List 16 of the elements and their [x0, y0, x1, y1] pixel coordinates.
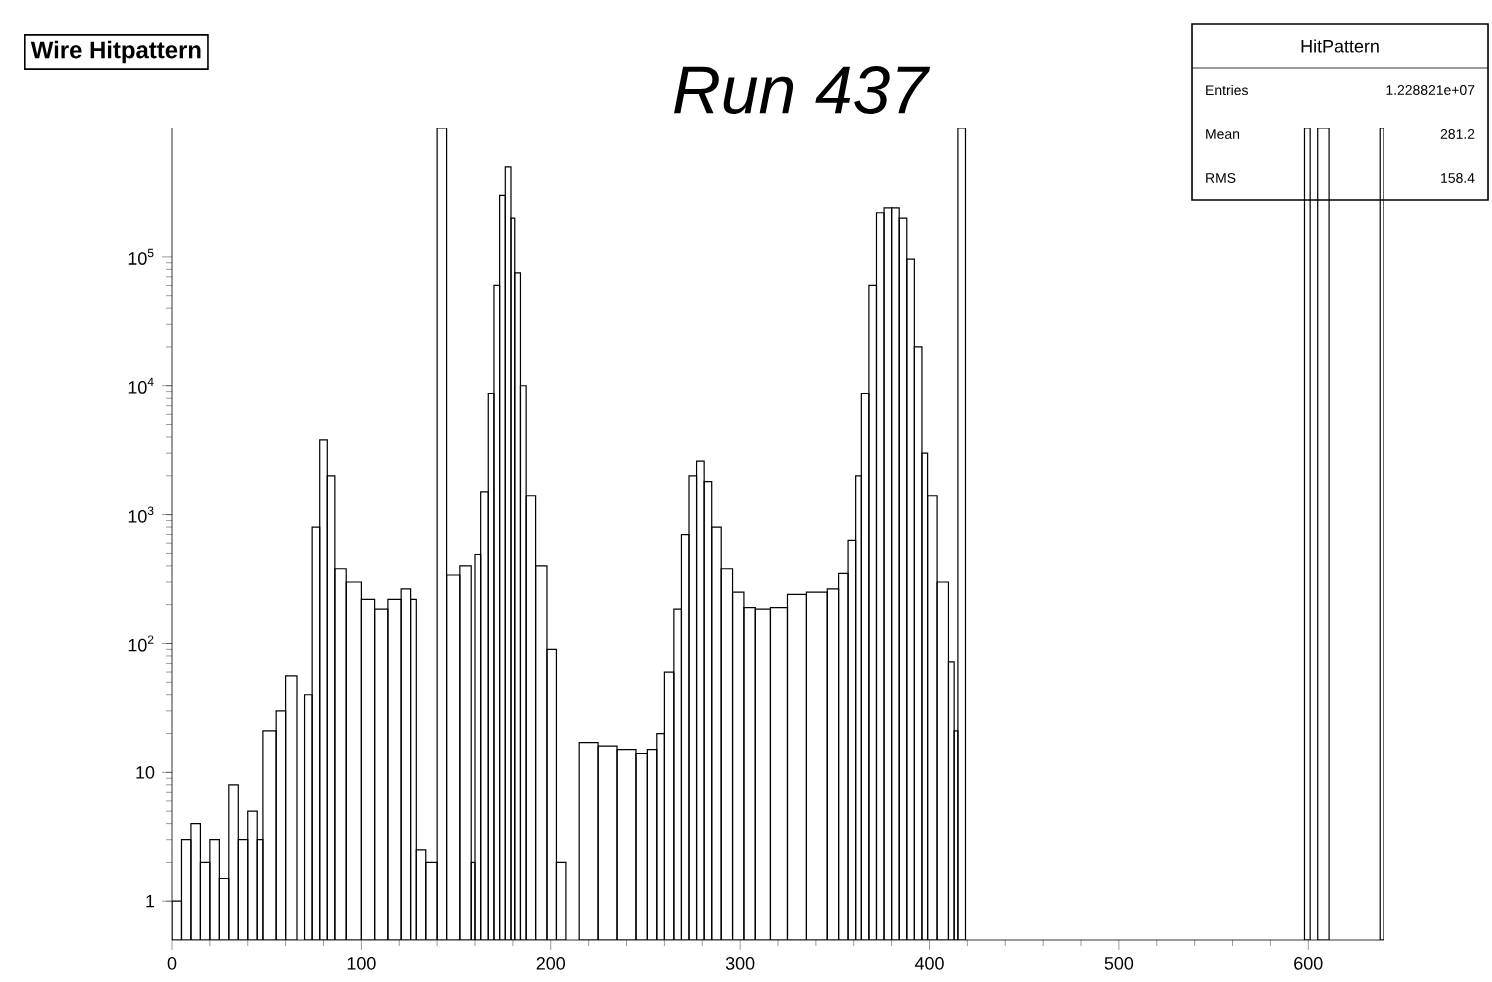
text: HitPattern: [1301, 39, 1379, 53]
y-tick-label: 10$^{4}$: [128, 377, 154, 394]
x-tick-label: 0: [167, 957, 177, 970]
x-tick-label: 300: [725, 957, 755, 970]
x-tick-label: 200: [536, 957, 566, 970]
chart-title: Wire Hitpattern: [30, 40, 201, 64]
y-tick-label: 10$^{3}$: [128, 506, 154, 523]
x-tick-label: 100: [347, 957, 376, 970]
x-tick-label: 400: [914, 957, 944, 970]
y-tick-label: 1: [146, 895, 155, 908]
x-tick-label: 600: [1294, 957, 1323, 970]
y-tick-label: 10: [136, 765, 155, 779]
x-tick-label: 500: [1104, 957, 1134, 970]
y-tick-label: 10$^{2}$: [128, 635, 154, 652]
text: Run 437: [674, 66, 931, 114]
y-tick-label: 10$^{5}$: [128, 248, 154, 265]
